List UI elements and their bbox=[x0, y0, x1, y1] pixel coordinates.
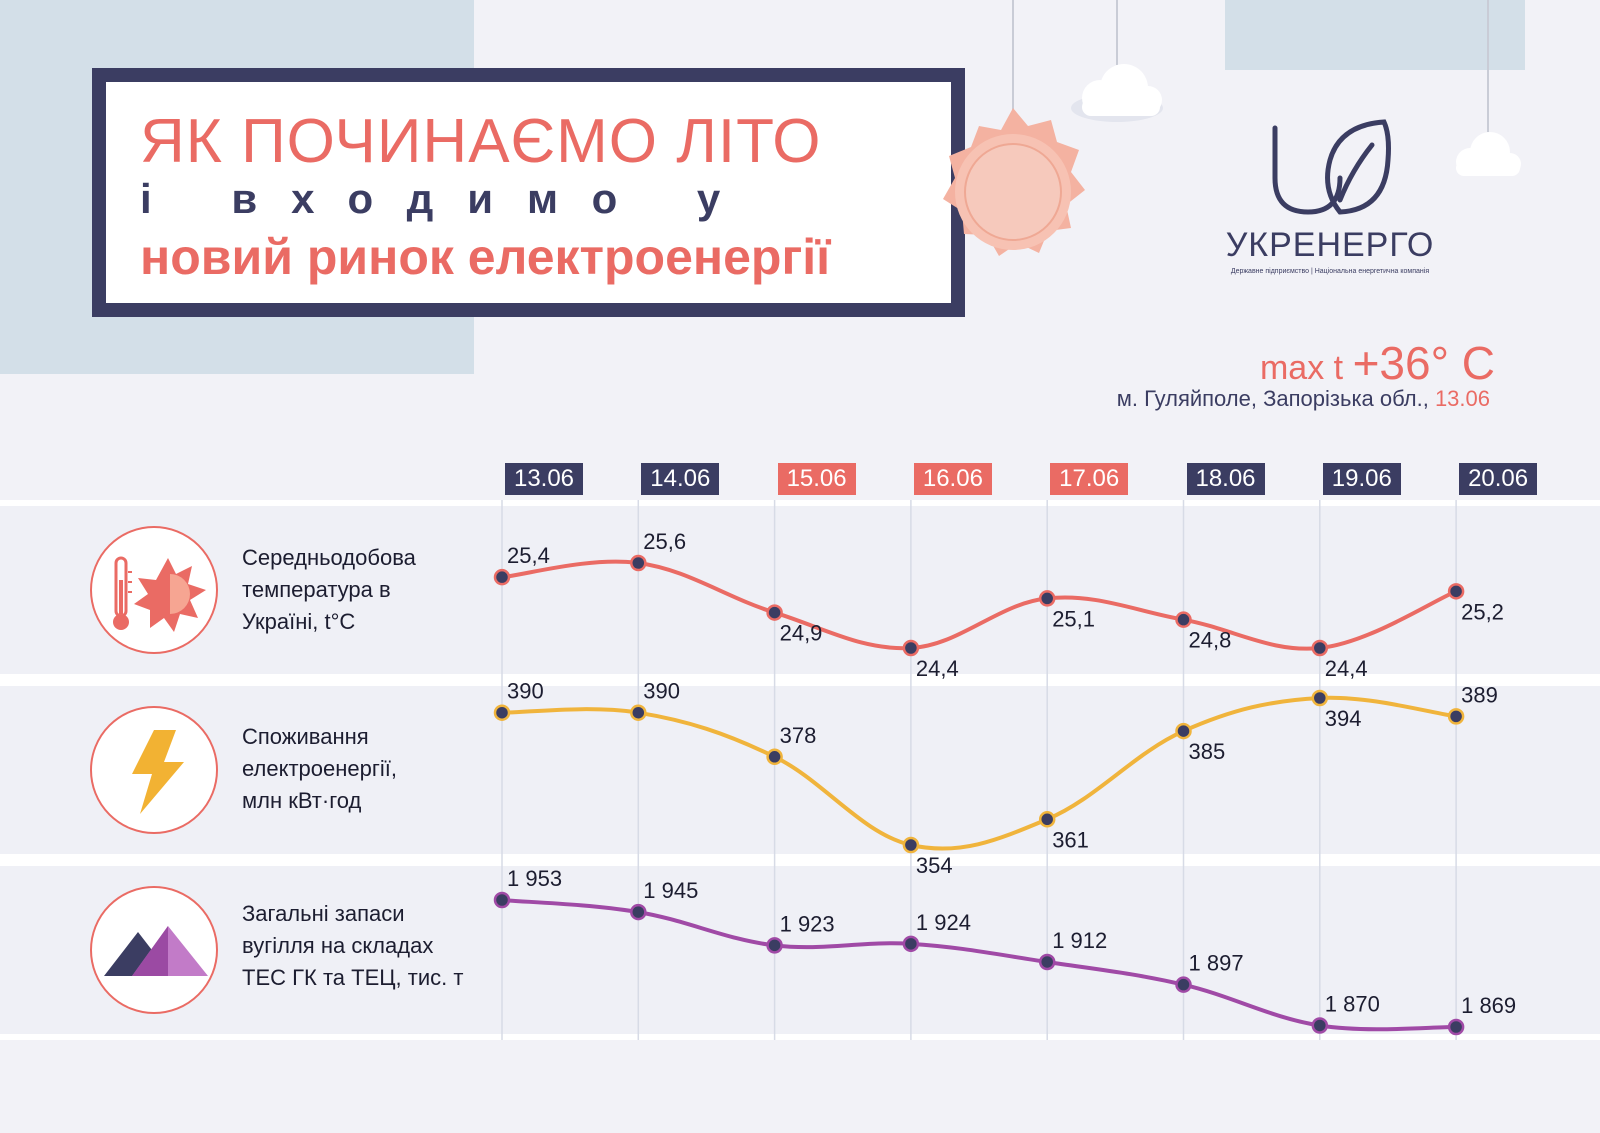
data-point bbox=[1175, 722, 1192, 740]
title-frame bbox=[92, 68, 965, 317]
date-tick-label: 15.06 bbox=[777, 463, 856, 495]
max-temperature: max t +36° C bbox=[1100, 336, 1495, 390]
data-label: 1 945 bbox=[643, 878, 698, 903]
data-point bbox=[1038, 590, 1056, 607]
title-line-3: новий ринок електроенергії bbox=[140, 229, 831, 285]
title-line-2: і входимо у bbox=[140, 175, 755, 222]
data-point bbox=[493, 704, 511, 721]
data-point bbox=[1038, 811, 1056, 828]
row-title-consumption: Споживання електроенергії, млн кВт·год bbox=[242, 721, 492, 817]
data-point bbox=[766, 937, 783, 954]
cloud-icon bbox=[1071, 0, 1163, 122]
row-title-line: ТЕС ГК та ТЕЦ, тис. т bbox=[242, 965, 464, 990]
data-label: 24,4 bbox=[1325, 656, 1368, 681]
mountains-icon bbox=[104, 926, 208, 976]
data-point bbox=[1175, 976, 1192, 993]
data-point bbox=[1038, 953, 1056, 971]
title-line-1: ЯК ПОЧИНАЄМО ЛІТО bbox=[140, 107, 822, 176]
data-label: 354 bbox=[916, 853, 953, 878]
data-point bbox=[1447, 583, 1465, 600]
cloud-icon bbox=[1456, 0, 1521, 176]
logo-mark-icon bbox=[1272, 119, 1391, 215]
series-line bbox=[501, 695, 1457, 851]
data-label: 1 924 bbox=[916, 910, 971, 935]
data-label: 25,1 bbox=[1052, 606, 1095, 631]
data-point bbox=[1175, 611, 1192, 628]
data-label: 1 897 bbox=[1189, 951, 1244, 976]
decoration-layer bbox=[943, 0, 1521, 256]
data-label: 25,4 bbox=[507, 543, 550, 568]
data-point bbox=[1311, 1017, 1329, 1034]
data-point bbox=[902, 935, 920, 953]
row-title-coal: Загальні запаси вугілля на складах ТЕС Г… bbox=[242, 898, 492, 994]
date-tick-label: 20.06 bbox=[1459, 463, 1538, 495]
logo-name: УКРЕНЕРГО bbox=[1225, 226, 1435, 264]
data-point bbox=[766, 604, 783, 621]
logo-subtitle: Державне підприємство | Національна енер… bbox=[1230, 268, 1430, 275]
data-label: 1 870 bbox=[1325, 991, 1380, 1016]
data-point bbox=[630, 903, 647, 921]
date-tick-label: 13.06 bbox=[505, 463, 583, 495]
data-label: 1 953 bbox=[507, 866, 562, 891]
data-label: 385 bbox=[1189, 739, 1226, 764]
row-title-line: Україні, t°C bbox=[242, 609, 356, 634]
consumption-icon-circle bbox=[90, 706, 218, 834]
thermometer-sun-icon bbox=[113, 556, 206, 632]
data-label: 1 912 bbox=[1052, 928, 1107, 953]
row-title-line: вугілля на складах bbox=[242, 933, 434, 958]
data-label: 24,9 bbox=[780, 621, 823, 646]
data-label: 394 bbox=[1325, 706, 1362, 731]
data-point bbox=[493, 568, 511, 586]
max-temperature-label: max t bbox=[1259, 349, 1353, 387]
row-title-line: Середньодобова bbox=[242, 545, 416, 570]
data-point bbox=[1311, 689, 1329, 707]
data-point bbox=[1447, 1018, 1465, 1036]
data-label: 361 bbox=[1052, 827, 1089, 852]
date-tick-label: 19.06 bbox=[1322, 463, 1401, 495]
row-title-line: Споживання bbox=[242, 724, 369, 749]
data-label: 378 bbox=[780, 723, 817, 748]
data-label: 390 bbox=[507, 679, 544, 704]
data-label: 390 bbox=[643, 679, 680, 704]
series-line bbox=[501, 559, 1457, 651]
data-label: 24,4 bbox=[916, 656, 959, 681]
data-label: 24,8 bbox=[1189, 628, 1232, 653]
row-title-line: млн кВт·год bbox=[242, 788, 362, 813]
row-title-line: електроенергії, bbox=[242, 756, 397, 781]
date-tick-label: 16.06 bbox=[913, 463, 992, 495]
data-point bbox=[493, 891, 511, 909]
date-tick-label: 14.06 bbox=[641, 463, 720, 495]
max-temperature-value: +36° C bbox=[1352, 337, 1495, 389]
row-title-line: Загальні запаси bbox=[242, 901, 405, 926]
data-label: 1 869 bbox=[1461, 993, 1516, 1018]
location-date: 13.06 bbox=[1434, 386, 1490, 411]
data-label: 25,2 bbox=[1461, 599, 1504, 624]
sun-icon bbox=[943, 0, 1085, 256]
data-point bbox=[902, 836, 920, 854]
series-line bbox=[501, 898, 1457, 1032]
date-tick-label: 18.06 bbox=[1186, 463, 1265, 495]
data-point bbox=[902, 639, 920, 657]
location-text: м. Гуляйполе, Запорізька обл., bbox=[1116, 386, 1435, 411]
data-label: 25,6 bbox=[643, 529, 686, 554]
max-temperature-location: м. Гуляйполе, Запорізька обл., 13.06 bbox=[1000, 386, 1490, 412]
date-tick-label: 17.06 bbox=[1050, 463, 1129, 495]
data-point bbox=[766, 748, 783, 766]
lightning-icon bbox=[132, 730, 184, 814]
band-coal bbox=[0, 860, 1600, 1040]
data-label: 389 bbox=[1461, 682, 1498, 707]
band-temperature bbox=[0, 500, 1600, 680]
row-title-temperature: Середньодобова температура в Україні, t°… bbox=[242, 542, 492, 638]
data-point bbox=[1447, 708, 1465, 725]
data-point bbox=[1311, 639, 1329, 657]
data-point bbox=[630, 704, 647, 721]
row-title-line: температура в bbox=[242, 577, 391, 602]
temperature-icon-circle bbox=[90, 526, 218, 654]
coal-icon-circle bbox=[90, 886, 218, 1014]
data-label: 1 923 bbox=[780, 911, 835, 936]
background-block-right bbox=[1225, 0, 1525, 70]
data-point bbox=[630, 554, 647, 572]
